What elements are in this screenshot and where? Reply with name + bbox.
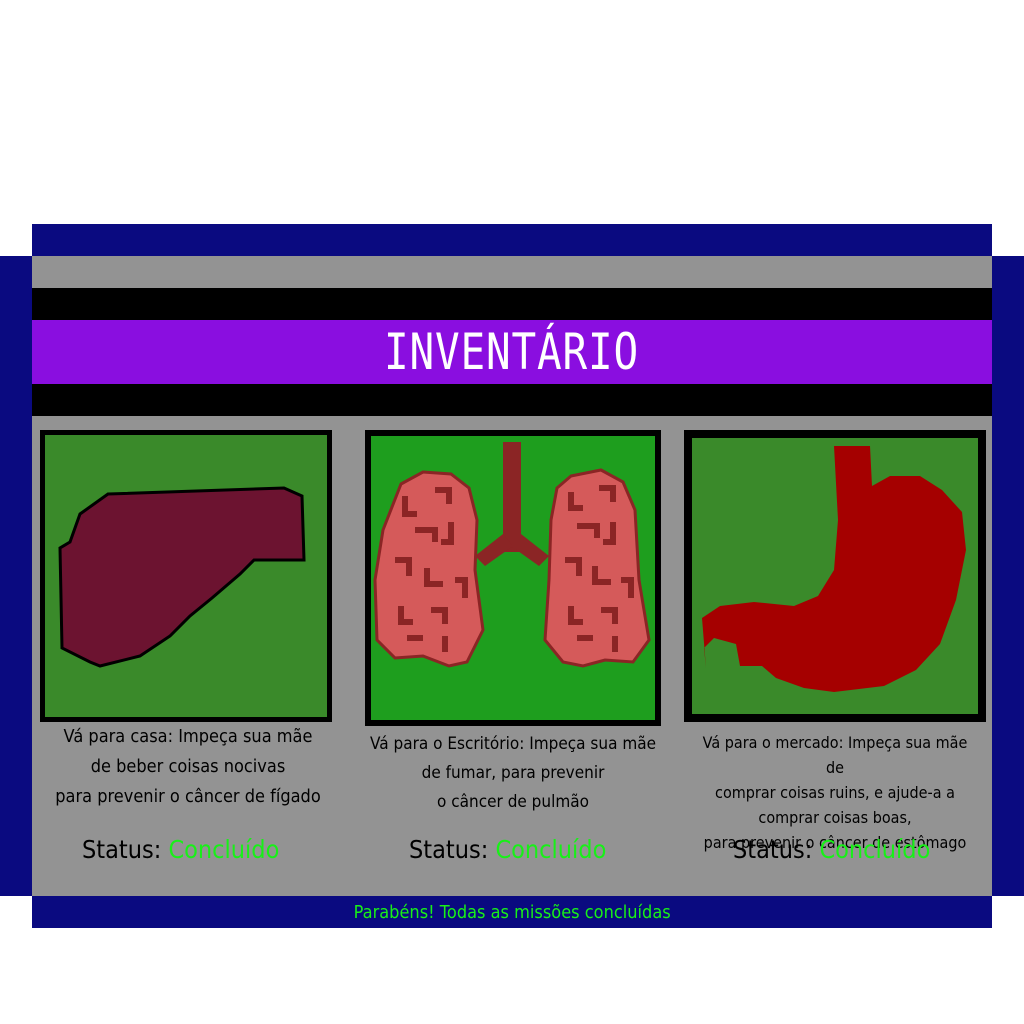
status-label: Status: (733, 835, 813, 864)
mission-description-lungs: Vá para o Escritório: Impeça sua mãe de … (369, 734, 657, 812)
title-bar: INVENTÁRIO (32, 320, 992, 384)
status-value: Concluído (168, 835, 280, 864)
lungs-icon (371, 436, 655, 720)
inventory-panel: INVENTÁRIO (32, 224, 992, 928)
mission-card-stomach[interactable] (684, 430, 986, 722)
top-border (32, 224, 992, 256)
mission-card-lungs[interactable] (365, 430, 661, 726)
left-side-border (0, 256, 32, 896)
status-value: Concluído (495, 835, 607, 864)
footer-bar: Parabéns! Todas as missões concluídas (32, 896, 992, 928)
mission-status-liver: Status: Concluído (82, 835, 279, 864)
stomach-icon (692, 438, 978, 714)
status-label: Status: (409, 835, 489, 864)
completion-message: Parabéns! Todas as missões concluídas (353, 901, 671, 923)
mission-status-stomach: Status: Concluído (733, 835, 930, 864)
page-title: INVENTÁRIO (384, 323, 640, 381)
liver-icon (45, 435, 327, 717)
mission-card-liver[interactable] (40, 430, 332, 722)
mission-description-stomach: Vá para o mercado: Impeça sua mãe de com… (702, 733, 968, 852)
status-label: Status: (82, 835, 162, 864)
mission-status-lungs: Status: Concluído (409, 835, 606, 864)
status-value: Concluído (819, 835, 931, 864)
mission-description-liver: Vá para casa: Impeça sua mãe de beber co… (55, 726, 321, 807)
right-side-border (992, 256, 1024, 896)
